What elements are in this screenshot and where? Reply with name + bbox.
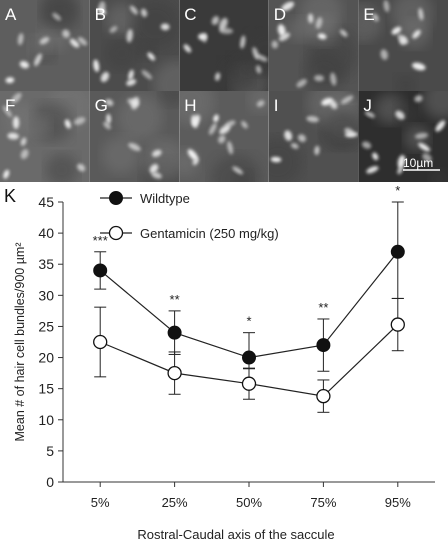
micrograph-panel-i: I: [268, 91, 359, 182]
x-tick-label: 50%: [236, 495, 262, 510]
y-tick-label: 10: [38, 412, 54, 428]
data-point-gentamicin: [390, 317, 405, 332]
micrograph-panel-d: D: [268, 0, 359, 91]
legend-label-gentamicin: Gentamicin (250 mg/kg): [140, 226, 279, 241]
legend: Wildtype Gentamicin (250 mg/kg): [100, 191, 279, 241]
y-tick-label: 5: [46, 443, 54, 459]
micrograph-panel-g: G: [89, 91, 180, 182]
micrograph-panel-a: A: [0, 0, 90, 91]
micrograph-panel-h: H: [179, 91, 269, 182]
legend-marker-gentamicin: [108, 225, 124, 241]
data-point-gentamicin: [241, 376, 257, 391]
panel-label-k: K: [4, 186, 16, 206]
y-axis-title: Mean # of hair cell bundles/900 µm²: [13, 243, 27, 442]
significance-marker: *: [246, 314, 251, 329]
x-tick-label: 95%: [385, 495, 411, 510]
legend-label-wildtype: Wildtype: [140, 191, 190, 206]
panel-label-i: I: [274, 96, 279, 115]
panel-label-a: A: [5, 5, 17, 24]
micrograph-panel-f: F: [0, 91, 90, 182]
y-tick-label: 25: [38, 318, 54, 334]
panel-label-g: G: [95, 96, 108, 115]
micrograph-panel-j: J: [358, 91, 448, 182]
panel-label-b: B: [95, 5, 106, 24]
panel-label-f: F: [5, 96, 15, 115]
y-axis: 0 5 10 15 20 25 30 35 40 45: [38, 194, 64, 490]
micrograph-panel-b: B: [89, 0, 180, 91]
micrograph-grid: A B C D E F G H I J 10µm: [0, 0, 448, 182]
y-tick-label: 40: [38, 225, 54, 241]
data-point-wildtype: [390, 244, 405, 259]
data-point-gentamicin: [93, 334, 108, 350]
panel-label-j: J: [363, 96, 372, 115]
micrograph-panel-c: C: [179, 0, 269, 91]
y-tick-label: 30: [38, 287, 54, 303]
x-axis: 5% 25% 50% 75% 95%: [63, 481, 435, 510]
data-point-wildtype: [93, 263, 108, 278]
data-point-gentamicin: [316, 388, 331, 404]
panel-label-e: E: [363, 5, 374, 24]
micrograph-panel-e: E: [358, 0, 448, 91]
data-point-wildtype: [242, 350, 256, 365]
x-tick-label: 25%: [162, 495, 188, 510]
significance-marker: **: [170, 292, 180, 307]
legend-marker-wildtype: [109, 191, 123, 205]
x-tick-label: 5%: [91, 495, 110, 510]
y-tick-label: 35: [38, 256, 54, 272]
significance-marker: **: [318, 300, 328, 315]
y-tick-label: 20: [38, 350, 54, 366]
scale-bar-label: 10µm: [403, 156, 433, 170]
data-point-gentamicin: [167, 365, 182, 381]
panel-label-d: D: [274, 5, 286, 24]
panel-label-c: C: [184, 5, 196, 24]
y-tick-label: 15: [38, 381, 54, 397]
panel-label-h: H: [184, 96, 196, 115]
x-axis-title: Rostral-Caudal axis of the saccule: [137, 527, 334, 542]
x-tick-label: 75%: [310, 495, 336, 510]
significance-marker: ***: [93, 233, 108, 248]
y-tick-label: 0: [46, 474, 54, 490]
significance-marker: *: [395, 183, 400, 198]
data-point-wildtype: [316, 338, 331, 353]
hair-cell-chart: K 0 5 10 15 20 25 30 35 40 45 5% 25% 50% 75% 95% Mean…: [4, 183, 435, 542]
data-point-wildtype: [167, 325, 182, 340]
y-tick-label: 45: [38, 194, 54, 210]
